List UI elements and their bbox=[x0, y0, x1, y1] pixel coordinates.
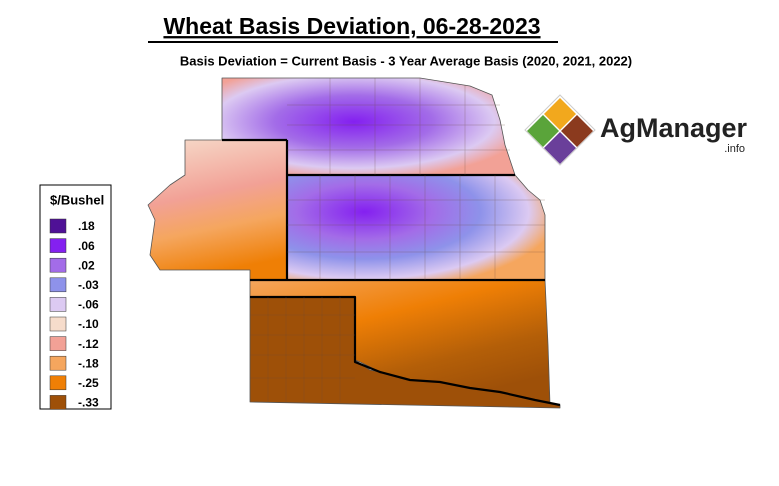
legend-label: -.18 bbox=[78, 356, 99, 370]
logo-suffix: .info bbox=[724, 143, 745, 155]
logo-crop bbox=[544, 132, 576, 164]
state-borders bbox=[222, 138, 561, 407]
county-lines bbox=[250, 78, 545, 402]
legend-swatch bbox=[49, 375, 67, 391]
legend-items: .18 .06 .02 -.03 -.06 -.10 -.12 -.18 -.25 -.33 bbox=[49, 218, 99, 410]
legend-label: .02 bbox=[78, 258, 95, 272]
logo-cattle bbox=[561, 115, 593, 147]
legend-label: -.06 bbox=[78, 298, 99, 312]
legend-swatch bbox=[49, 297, 67, 312]
legend-swatch bbox=[49, 257, 67, 273]
legend-label: -.03 bbox=[78, 278, 99, 292]
legend-label: .18 bbox=[78, 219, 95, 233]
legend-swatch bbox=[49, 218, 67, 234]
legend-swatch bbox=[49, 395, 67, 410]
logo-sun bbox=[544, 98, 576, 130]
legend: $/Bushel .18 .06 .02 -.03 -.06 -.10 -.12 -.18 -.… bbox=[39, 184, 112, 410]
legend-swatch bbox=[49, 336, 67, 351]
legend-label: -.25 bbox=[78, 376, 99, 390]
colorado bbox=[147, 139, 288, 281]
logo-wheat bbox=[527, 115, 559, 147]
logo-name: AgManager bbox=[600, 113, 748, 143]
legend-label: .06 bbox=[78, 239, 95, 253]
subtitle: Basis Deviation = Current Basis - 3 Year… bbox=[180, 53, 632, 68]
map bbox=[147, 77, 561, 409]
legend-swatch bbox=[49, 277, 67, 293]
legend-label: -.12 bbox=[78, 337, 99, 351]
kansas bbox=[286, 174, 546, 281]
legend-label: -.33 bbox=[78, 396, 99, 410]
legend-swatch bbox=[49, 316, 67, 332]
logo: AgManager .info bbox=[524, 94, 748, 166]
title: Wheat Basis Deviation, 06-28-2023 bbox=[163, 13, 540, 39]
legend-label: -.10 bbox=[78, 317, 99, 331]
legend-swatch bbox=[49, 355, 67, 371]
legend-swatch bbox=[49, 238, 67, 253]
legend-box bbox=[39, 184, 112, 410]
legend-title: $/Bushel bbox=[50, 192, 104, 207]
